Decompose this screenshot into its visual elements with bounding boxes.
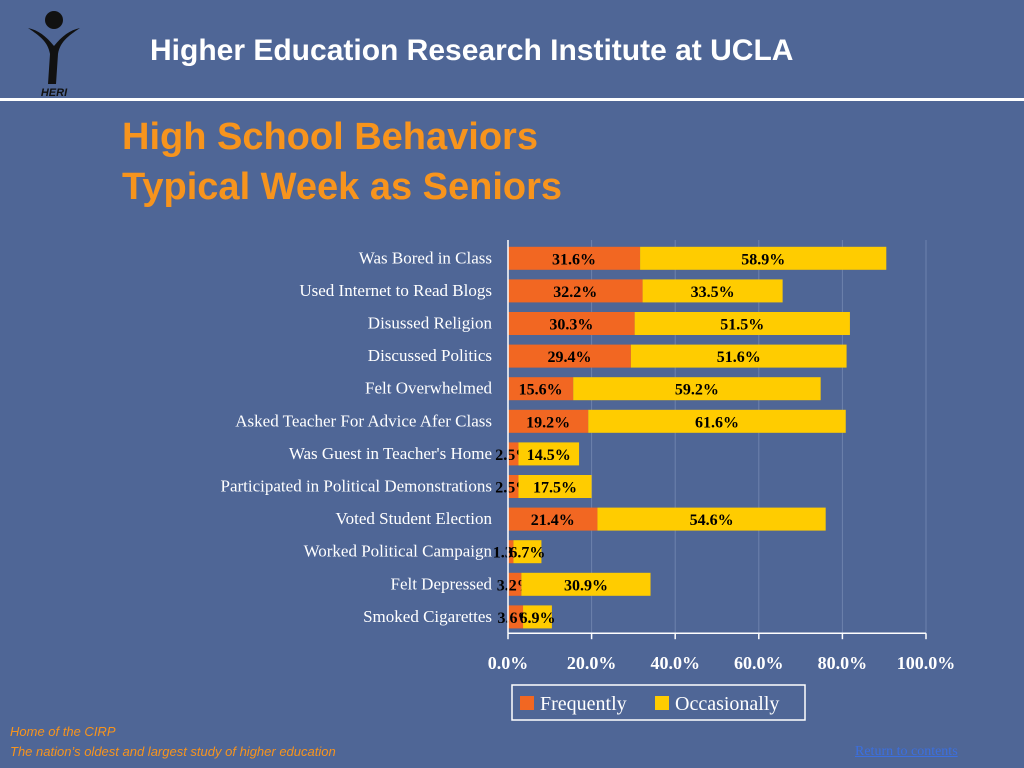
data-label: 31.6% xyxy=(552,251,596,268)
bar-occasionally xyxy=(630,344,847,368)
data-label: 59.2% xyxy=(675,382,719,399)
bar-frequently xyxy=(508,312,635,335)
bar-occasionally xyxy=(518,475,592,498)
category-label: Disussed Religion xyxy=(368,314,493,333)
bar-occasionally xyxy=(642,279,783,303)
category-label: Asked Teacher For Advice Afer Class xyxy=(235,411,492,430)
bar-occasionally xyxy=(523,605,552,629)
header-title: Higher Education Research Institute at U… xyxy=(150,34,794,67)
data-label: 51.6% xyxy=(717,349,761,366)
data-label: 61.6% xyxy=(695,414,739,431)
bar-frequently xyxy=(508,572,522,596)
bar-occasionally xyxy=(521,572,651,596)
footer-tagline: The nation’s oldest and largest study of… xyxy=(10,744,336,759)
data-label: 58.9% xyxy=(741,251,785,268)
bar-occasionally xyxy=(597,507,826,531)
data-label: 29.4% xyxy=(547,349,591,366)
x-tick-label: 60.0% xyxy=(734,653,784,673)
x-tick-label: 0.0% xyxy=(488,653,529,673)
category-label: Was Guest in Teacher's Home xyxy=(289,444,492,463)
bar-occasionally xyxy=(513,540,542,564)
x-tick-label: 40.0% xyxy=(650,653,700,673)
bar-frequently xyxy=(508,475,519,498)
bar-occasionally xyxy=(518,442,580,466)
bar-frequently xyxy=(508,246,641,270)
data-label: 30.3% xyxy=(549,317,593,334)
heri-logo: HERI xyxy=(28,11,80,98)
bar-frequently xyxy=(508,507,598,531)
data-label: 17.5% xyxy=(533,480,577,497)
legend-swatch xyxy=(520,696,534,710)
bar-occasionally xyxy=(573,377,821,401)
bar-occasionally xyxy=(588,409,846,433)
footer-home: Home of the CIRP xyxy=(10,724,116,739)
data-label: 15.6% xyxy=(519,382,563,399)
bar-frequently xyxy=(508,442,519,466)
bar-frequently xyxy=(508,409,589,433)
bar-occasionally xyxy=(634,312,850,335)
x-tick-label: 100.0% xyxy=(897,653,956,673)
data-label: 33.5% xyxy=(691,284,735,301)
legend-label: Frequently xyxy=(540,693,627,715)
bar-frequently xyxy=(508,377,574,401)
header-divider xyxy=(0,98,1024,101)
legend-swatch xyxy=(655,696,669,710)
data-label: 54.6% xyxy=(690,512,734,529)
data-label: 19.2% xyxy=(526,414,570,431)
data-label: 30.9% xyxy=(564,577,608,594)
bar-frequently xyxy=(508,344,631,368)
x-tick-label: 20.0% xyxy=(567,653,617,673)
legend-box xyxy=(511,684,806,721)
legend-label: Occasionally xyxy=(675,693,779,715)
data-label: 14.5% xyxy=(527,447,571,464)
bar-frequently xyxy=(508,540,514,564)
logo-text: HERI xyxy=(41,87,68,98)
category-label: Used Internet to Read Blogs xyxy=(299,281,492,300)
category-label: Smoked Cigarettes xyxy=(363,607,492,626)
data-label: 21.4% xyxy=(531,512,575,529)
slide-title-line2: Typical Week as Seniors xyxy=(122,166,563,208)
category-label: Was Bored in Class xyxy=(359,248,492,267)
return-to-contents-link[interactable]: Return to contents xyxy=(855,744,958,759)
category-label: Discussed Politics xyxy=(368,346,492,365)
data-label: 51.5% xyxy=(720,317,764,334)
bar-occasionally xyxy=(640,246,887,270)
data-label: 6.7% xyxy=(509,545,545,562)
category-label: Felt Depressed xyxy=(390,574,492,593)
category-label: Felt Overwhelmed xyxy=(365,379,492,398)
slide-title: High School Behaviors Typical Week as Se… xyxy=(122,112,562,212)
category-label: Worked Political Campaign xyxy=(304,542,493,561)
bar-frequently xyxy=(508,279,643,303)
slide-title-line1: High School Behaviors xyxy=(122,116,538,158)
category-label: Voted Student Election xyxy=(336,509,493,528)
data-label: 6.9% xyxy=(519,610,555,627)
bar-frequently xyxy=(508,605,524,629)
category-label: Participated in Political Demonstrations xyxy=(221,477,492,496)
x-tick-label: 80.0% xyxy=(818,653,868,673)
data-label: 32.2% xyxy=(553,284,597,301)
